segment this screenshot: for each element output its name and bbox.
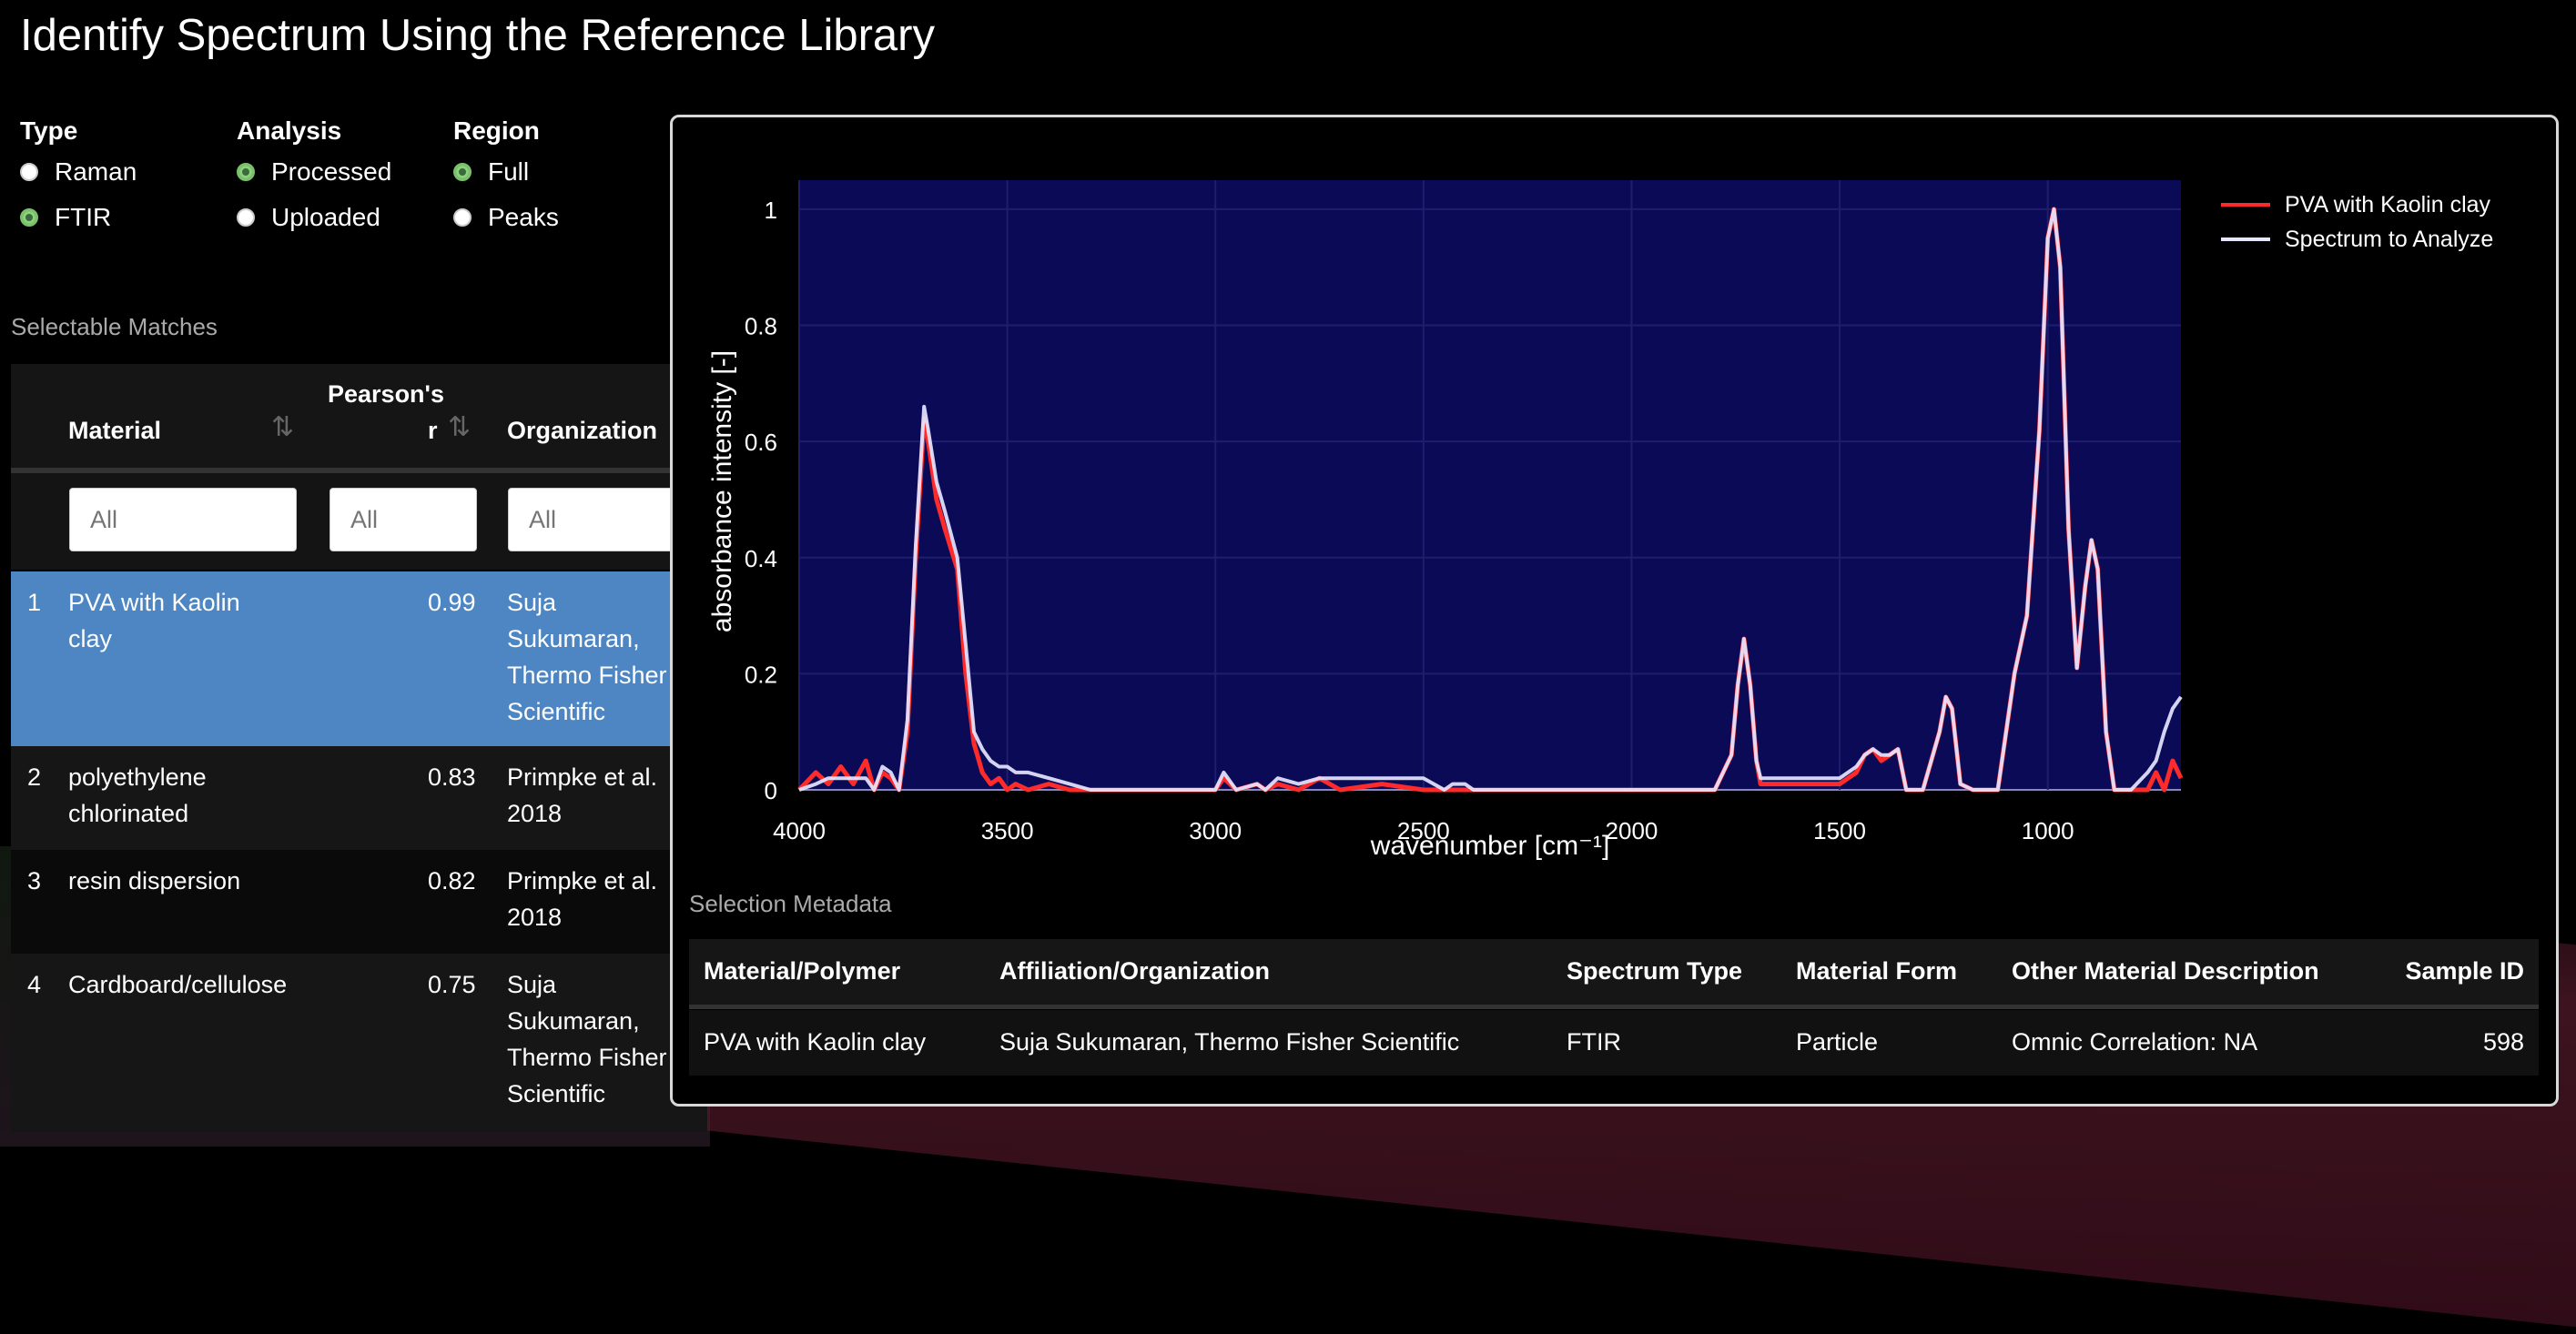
- row-index: 4: [27, 971, 42, 998]
- row-material: PVA with Kaolin clay: [68, 589, 240, 652]
- series-line-analyze: [798, 207, 2183, 792]
- x-tick-label: 4000: [773, 817, 826, 844]
- row-material: resin dispersion: [68, 867, 241, 894]
- col-header-organization[interactable]: Organization: [507, 417, 658, 444]
- sort-pearson-icon[interactable]: ⇅: [448, 412, 472, 442]
- table-row[interactable]: 1 PVA with Kaolin clay 0.99 Suja Sukumaran…: [11, 571, 707, 746]
- region-option-peaks[interactable]: Peaks: [453, 195, 559, 240]
- selection-metadata-label: Selection Metadata: [689, 890, 892, 917]
- type-option-ftir[interactable]: FTIR: [20, 195, 137, 240]
- row-material: Cardboard/cellulose: [68, 971, 288, 998]
- meta-spectrum-type: FTIR: [1567, 1028, 1621, 1056]
- row-organization: Suja Sukumaran, Thermo Fisher Scientific: [507, 589, 667, 725]
- row-material: polyethylene chlorinated: [68, 763, 207, 827]
- metadata-table-header: Material/Polymer Affiliation/Organizatio…: [689, 939, 2539, 1009]
- x-tick-label: 1000: [2022, 817, 2074, 844]
- radio-peaks[interactable]: [453, 208, 472, 227]
- meta-header-material: Material/Polymer: [704, 957, 901, 985]
- legend-line-white: [2221, 237, 2270, 241]
- col-header-pearson[interactable]: Pearson's: [328, 380, 444, 408]
- row-organization: Suja Sukumaran, Thermo Fisher Scientific: [507, 971, 667, 1107]
- row-pearson-r: 0.83: [428, 763, 476, 791]
- y-tick-label: 0.8: [745, 313, 777, 340]
- radio-uploaded[interactable]: [237, 208, 255, 227]
- x-tick-label: 2500: [1397, 817, 1450, 844]
- meta-header-sample-id: Sample ID: [2405, 957, 2524, 985]
- radio-raman[interactable]: [20, 163, 38, 181]
- y-tick-label: 0: [765, 777, 777, 804]
- table-row[interactable]: 2 polyethylene chlorinated 0.83 Primpke e…: [11, 746, 707, 850]
- row-organization: Primpke et al. 2018: [507, 763, 658, 827]
- x-tick-label: 3000: [1189, 817, 1242, 844]
- x-tick-label: 2000: [1606, 817, 1658, 844]
- radio-full[interactable]: [453, 163, 472, 181]
- legend-line-red: [2221, 203, 2270, 207]
- meta-material-form: Particle: [1796, 1028, 1879, 1056]
- row-index: 3: [27, 867, 42, 894]
- analysis-label: Analysis: [237, 116, 342, 145]
- legend-item-reference[interactable]: PVA with Kaolin clay: [2221, 187, 2493, 222]
- sort-material-icon[interactable]: ⇅: [271, 412, 295, 442]
- col-header-pearson-r: r: [428, 417, 438, 444]
- chart-legend: PVA with Kaolin clay Spectrum to Analyze: [2221, 187, 2493, 257]
- radio-ftir[interactable]: [20, 208, 38, 227]
- x-tick-label: 3500: [981, 817, 1034, 844]
- region-label: Region: [453, 116, 540, 145]
- legend-item-analyze[interactable]: Spectrum to Analyze: [2221, 222, 2493, 257]
- radio-processed[interactable]: [237, 163, 255, 181]
- meta-affiliation: Suja Sukumaran, Thermo Fisher Scientific: [999, 1028, 1460, 1056]
- y-tick-label: 0.2: [745, 661, 777, 688]
- y-tick-label: 0.4: [745, 545, 777, 572]
- analysis-option-processed[interactable]: Processed: [237, 149, 391, 195]
- type-label: Type: [20, 116, 78, 145]
- table-row[interactable]: 3 resin dispersion 0.82 Primpke et al. 20…: [11, 850, 707, 954]
- x-tick-label: 1500: [1813, 817, 1866, 844]
- row-organization: Primpke et al. 2018: [507, 867, 658, 931]
- metadata-row: PVA with Kaolin clay Suja Sukumaran, The…: [689, 1010, 2539, 1076]
- x-axis-label: wavenumber [cm⁻¹]: [1370, 831, 1610, 861]
- type-option-raman[interactable]: Raman: [20, 149, 137, 195]
- row-index: 1: [27, 589, 42, 616]
- plot-area[interactable]: [799, 180, 2181, 790]
- analysis-radio-group: Analysis Processed Uploaded: [237, 113, 391, 240]
- region-option-full[interactable]: Full: [453, 149, 559, 195]
- y-tick-label: 0.6: [745, 429, 777, 456]
- selectable-matches-label: Selectable Matches: [11, 313, 218, 340]
- meta-header-description: Other Material Description: [2012, 957, 2319, 985]
- matches-table: Material ⇅ Pearson's r ⇅ Organization ⇅ …: [11, 364, 707, 1143]
- y-axis-label: absorbance intensity [-]: [707, 349, 737, 633]
- meta-description: Omnic Correlation: NA: [2012, 1028, 2258, 1056]
- row-pearson-r: 0.82: [428, 867, 476, 894]
- col-header-material[interactable]: Material: [68, 417, 162, 444]
- row-pearson-r: 0.75: [428, 971, 476, 998]
- page-title: Identify Spectrum Using the Reference Li…: [20, 11, 935, 60]
- filter-row: [11, 473, 707, 570]
- type-radio-group: Type Raman FTIR: [20, 113, 137, 240]
- meta-sample-id: 598: [2482, 1028, 2524, 1056]
- meta-material: PVA with Kaolin clay: [704, 1028, 927, 1056]
- meta-header-affiliation: Affiliation/Organization: [999, 957, 1270, 985]
- y-tick-label: 1: [765, 197, 777, 224]
- row-index: 2: [27, 763, 42, 791]
- meta-header-material-form: Material Form: [1796, 957, 1958, 985]
- analysis-option-uploaded[interactable]: Uploaded: [237, 195, 391, 240]
- spectrum-chart: 0 0.2 0.4 0.6 0.8 1 4000 3500 3000 2500 2000 1500 10…: [745, 180, 2184, 844]
- meta-header-spectrum-type: Spectrum Type: [1567, 957, 1743, 985]
- table-row[interactable]: 4 Cardboard/cellulose 0.75 Suja Sukumaran…: [11, 954, 707, 1132]
- filter-material-input[interactable]: [69, 488, 297, 551]
- filter-pearson-input[interactable]: [330, 488, 477, 551]
- region-radio-group: Region Full Peaks: [453, 113, 559, 240]
- row-pearson-r: 0.99: [428, 589, 476, 616]
- filter-organization-input[interactable]: [508, 488, 690, 551]
